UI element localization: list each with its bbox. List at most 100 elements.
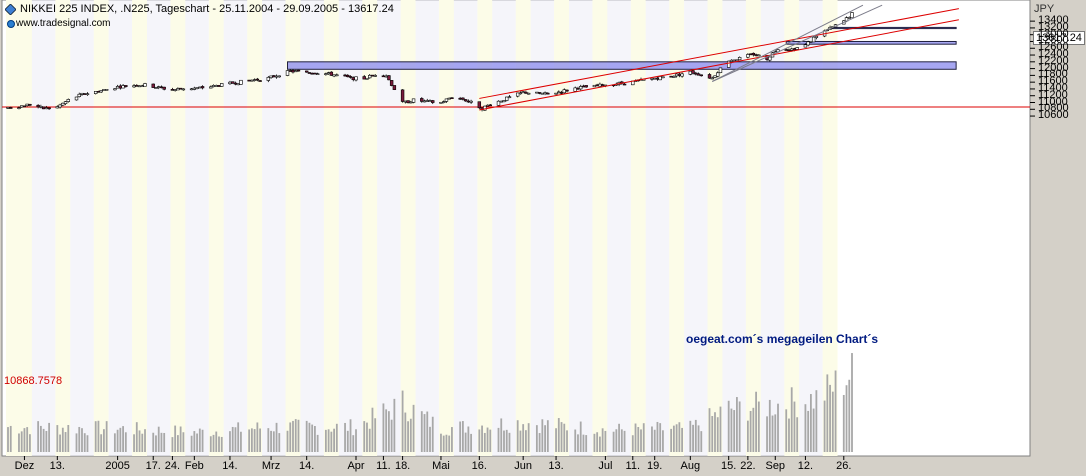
volume-bar — [7, 427, 9, 452]
volume-bar — [237, 422, 240, 452]
candle-body — [707, 74, 712, 79]
volume-bar — [248, 429, 251, 452]
candle-body — [132, 85, 136, 88]
candle-body — [102, 89, 106, 91]
candle-body — [598, 83, 602, 87]
week-band — [477, 0, 493, 456]
volume-bar — [78, 426, 81, 452]
volume-bar — [97, 420, 100, 452]
volume-bar — [497, 427, 500, 452]
week-band-alt — [569, 0, 593, 456]
candle-body — [680, 73, 684, 77]
candle-body — [220, 83, 224, 87]
volume-bar — [596, 432, 599, 452]
y-tick-label: 13000 — [1038, 27, 1069, 40]
y-tick-label: 11600 — [1038, 75, 1068, 88]
volume-bar — [385, 409, 388, 452]
volume-bar — [94, 421, 97, 452]
candle-body — [348, 76, 353, 78]
candle-body — [217, 85, 221, 87]
volume-bar — [141, 433, 144, 452]
week-band — [362, 0, 378, 456]
volume-bar — [481, 425, 483, 452]
candle-body — [483, 105, 487, 111]
candle-body — [285, 70, 290, 76]
candle-body — [524, 91, 528, 94]
volume-bar — [727, 400, 730, 452]
candle-body — [691, 70, 695, 74]
volume-bar — [651, 426, 653, 452]
candle-body — [9, 107, 13, 109]
week-band-alt — [760, 0, 785, 456]
volume-bar — [746, 420, 749, 452]
candle-body — [737, 57, 742, 61]
candle-body — [411, 98, 416, 103]
volume-bar — [23, 428, 26, 452]
candle-body — [726, 60, 731, 68]
candle-body — [535, 91, 539, 94]
candle-body — [39, 106, 43, 108]
steep-trendline — [712, 4, 883, 82]
volume-bar — [793, 401, 796, 452]
candle-body — [61, 102, 65, 106]
volume-bar — [409, 418, 412, 452]
volume-bar — [190, 435, 193, 452]
candle-body — [269, 75, 273, 78]
volume-bar — [48, 422, 51, 452]
candle-body — [247, 79, 251, 82]
candle-body — [25, 103, 29, 106]
candle-body — [565, 89, 569, 92]
volume-bar — [135, 422, 138, 452]
volume-bar — [363, 421, 366, 452]
volume-bar — [675, 424, 678, 452]
candle-body — [343, 74, 347, 77]
week-band — [822, 0, 838, 456]
week-band-alt — [607, 0, 631, 456]
volume-bar — [431, 416, 434, 452]
volume-bar — [9, 425, 12, 452]
candle-body — [526, 92, 531, 95]
candle-body — [277, 75, 281, 78]
candle-body — [291, 69, 295, 73]
volume-bar — [579, 421, 582, 452]
volume-bar — [766, 416, 768, 452]
week-band-alt — [453, 0, 478, 456]
volume-bar — [598, 436, 601, 452]
candle-body — [537, 92, 542, 94]
volume-bar — [467, 426, 470, 452]
volume-bar — [267, 428, 270, 452]
candle-body — [735, 59, 739, 62]
volume-bar — [440, 433, 442, 452]
candle-body — [496, 100, 501, 106]
x-tick-label: 15. — [721, 460, 737, 472]
week-band-alt — [108, 0, 133, 456]
candle-body — [228, 81, 232, 85]
candle-body — [162, 86, 166, 90]
x-tick-label: 2005 — [105, 460, 130, 472]
candle-body — [400, 89, 405, 102]
volume-bar — [174, 425, 177, 452]
volume-bar — [653, 429, 656, 452]
week-band — [132, 0, 148, 456]
volume-bar — [618, 423, 620, 452]
candle-body — [746, 54, 750, 58]
candle-body — [757, 54, 761, 57]
volume-bar — [352, 435, 355, 452]
volume-bar — [815, 390, 818, 452]
candle-body — [93, 91, 98, 94]
volume-bar — [733, 410, 736, 452]
volume-bar — [231, 426, 234, 452]
x-tick-label: Feb — [184, 460, 204, 472]
week-band-alt — [492, 0, 516, 456]
y-tick-label: 13200 — [1038, 20, 1069, 33]
volume-bar — [577, 434, 579, 452]
volume-bar — [659, 423, 662, 452]
candle-body — [307, 72, 312, 74]
volume-bar — [220, 436, 223, 452]
week-band-alt — [799, 0, 823, 456]
volume-bar — [407, 421, 409, 452]
source-url[interactable]: www.tradesignal.com — [16, 18, 111, 29]
volume-bar — [796, 417, 799, 452]
volume-bar — [294, 419, 297, 452]
